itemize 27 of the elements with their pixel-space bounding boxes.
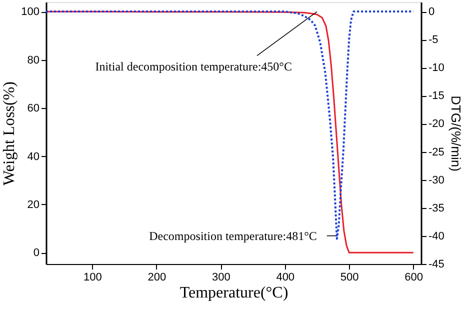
annotation: Initial decomposition temperature:450°C <box>95 60 292 74</box>
x-tick-label: 100 <box>84 272 102 284</box>
x-tick-label: 600 <box>404 272 423 284</box>
y2-tick-label: -30 <box>428 174 444 186</box>
x-axis-title: Temperature(°C) <box>180 284 288 302</box>
y2-tick-label: -15 <box>428 90 444 102</box>
x-tick-label: 200 <box>148 272 166 284</box>
y2-tick-label: -40 <box>428 230 444 242</box>
y-tick-label: 100 <box>21 6 40 18</box>
y2-tick-label: -35 <box>428 202 444 214</box>
x-tick-label: 500 <box>340 272 359 284</box>
y-tick-label: 60 <box>27 102 40 115</box>
y-tick-label: 0 <box>33 247 40 260</box>
y2-tick-label: 0 <box>428 6 435 18</box>
y2-tick-label: -45 <box>428 258 444 270</box>
annotation: Decomposition temperature:481°C <box>149 228 317 243</box>
y-axis-title: Weight Loss(%) <box>1 81 18 186</box>
y2-tick-label: -25 <box>428 146 444 158</box>
y-tick-label: 80 <box>27 54 40 66</box>
x-tick-label: 400 <box>276 272 295 284</box>
y-tick-label: 40 <box>27 150 40 163</box>
x-tick-label: 300 <box>212 272 230 284</box>
y2-tick-label: -10 <box>428 62 444 74</box>
y-tick-label: 20 <box>27 198 40 211</box>
y2-tick-label: -5 <box>428 34 438 46</box>
y2-tick-label: -20 <box>428 118 444 130</box>
y2-axis-title: DTG/(%/min) <box>448 96 464 172</box>
